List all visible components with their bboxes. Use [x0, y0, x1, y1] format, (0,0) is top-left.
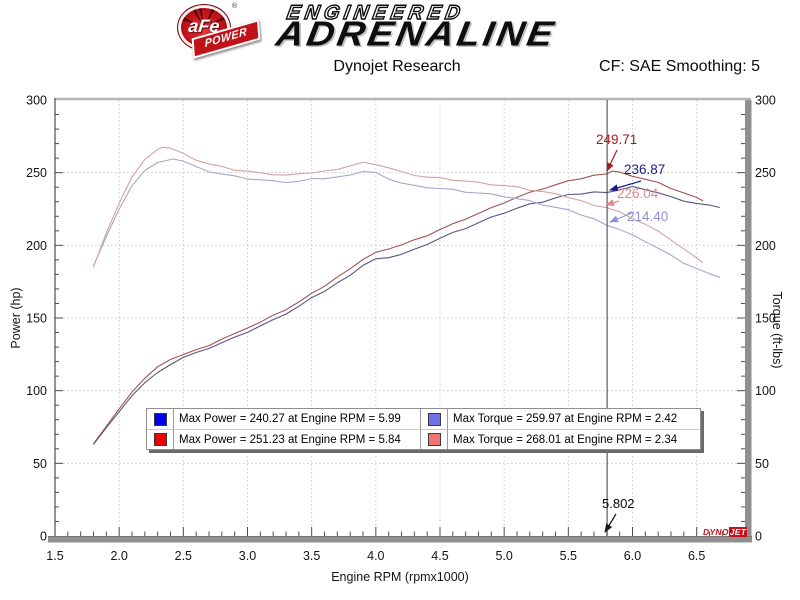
right-axis-bar [745, 100, 752, 543]
legend-swatch [153, 412, 167, 426]
legend-label: Max Torque = 268.01 at Engine RPM = 2.34 [448, 429, 700, 449]
y-tick-label-left: 150 [26, 312, 47, 326]
x-tick-label: 6.5 [688, 549, 705, 563]
cursor-arrow [604, 513, 617, 533]
y-tick-label-right: 0 [755, 530, 762, 544]
y-tick-label-left: 200 [26, 239, 47, 253]
legend-swatch [427, 433, 441, 446]
y-tick-label-left: 0 [40, 530, 47, 544]
y-tick-label-right: 300 [755, 94, 776, 108]
annotation-value: 249.71 [596, 132, 637, 147]
smoothing-label: CF: SAE Smoothing: 5 [599, 58, 760, 75]
annotation-arrow [606, 149, 618, 172]
y-tick-label-left: 300 [26, 94, 47, 108]
cursor-rpm-label: 5.802 [602, 496, 635, 511]
y-tick-label-left: 250 [26, 166, 47, 180]
x-tick-label: 1.5 [46, 549, 63, 563]
annotation-arrow [605, 199, 620, 206]
chart-title: Dynojet Research [333, 58, 461, 75]
x-tick-label: 3.0 [239, 549, 256, 563]
camera-shutter-graphic [181, 8, 227, 25]
x-tick-label: 2.5 [175, 549, 192, 563]
legend-swatch-cell [147, 409, 174, 429]
annotation-value: 226.04 [617, 186, 659, 201]
legend-label: Max Torque = 259.97 at Engine RPM = 2.42 [453, 413, 678, 425]
x-axis-bar [48, 536, 752, 543]
legend-label: Max Power = 251.23 at Engine RPM = 5.84 [174, 429, 421, 449]
y-tick-label-right: 250 [755, 166, 776, 180]
x-axis-title: Engine RPM (rpmx1000) [331, 570, 469, 584]
legend-swatch-cell [421, 409, 448, 429]
annotation-arrow [609, 211, 635, 223]
legend-swatch-cell [421, 429, 448, 449]
legend-swatch [153, 433, 167, 446]
watermark-jet: JET [728, 527, 748, 537]
y-tick-label-right: 50 [755, 457, 769, 471]
y-tick-label-right: 150 [755, 312, 776, 326]
legend-swatch-cell [147, 429, 174, 449]
curve-power_red [93, 170, 704, 445]
y-tick-label-left: 50 [33, 457, 47, 471]
x-tick-label: 4.5 [431, 549, 448, 563]
curve-torque_blue [92, 158, 720, 278]
legend-box: Max Power = 240.27 at Engine RPM = 5.99 M… [146, 408, 701, 450]
curve-power_blue [93, 185, 720, 445]
x-tick-label: 3.5 [303, 549, 320, 563]
x-tick-label: 4.0 [367, 549, 384, 563]
y-tick-label-right: 200 [755, 239, 776, 253]
annotation-arrow [609, 180, 642, 192]
x-tick-label: 5.5 [560, 549, 577, 563]
x-tick-label: 6.0 [624, 549, 641, 563]
annotation-value: 214.40 [627, 209, 668, 224]
watermark-dyno: DYNO [703, 527, 729, 537]
x-tick-label: 2.0 [110, 549, 127, 563]
legend-label: Max Power = 240.27 at Engine RPM = 5.99 [174, 409, 421, 429]
curve-torque_red [92, 146, 704, 268]
annotation-value: 236.87 [624, 162, 665, 177]
y-tick-label-left: 100 [26, 384, 47, 398]
y-tick-label-right: 100 [755, 384, 776, 398]
registered-mark: ® [231, 3, 237, 10]
legend-swatch [427, 412, 441, 426]
x-tick-label: 5.0 [495, 549, 512, 563]
dynojet-watermark: DYNOJET [703, 527, 748, 537]
